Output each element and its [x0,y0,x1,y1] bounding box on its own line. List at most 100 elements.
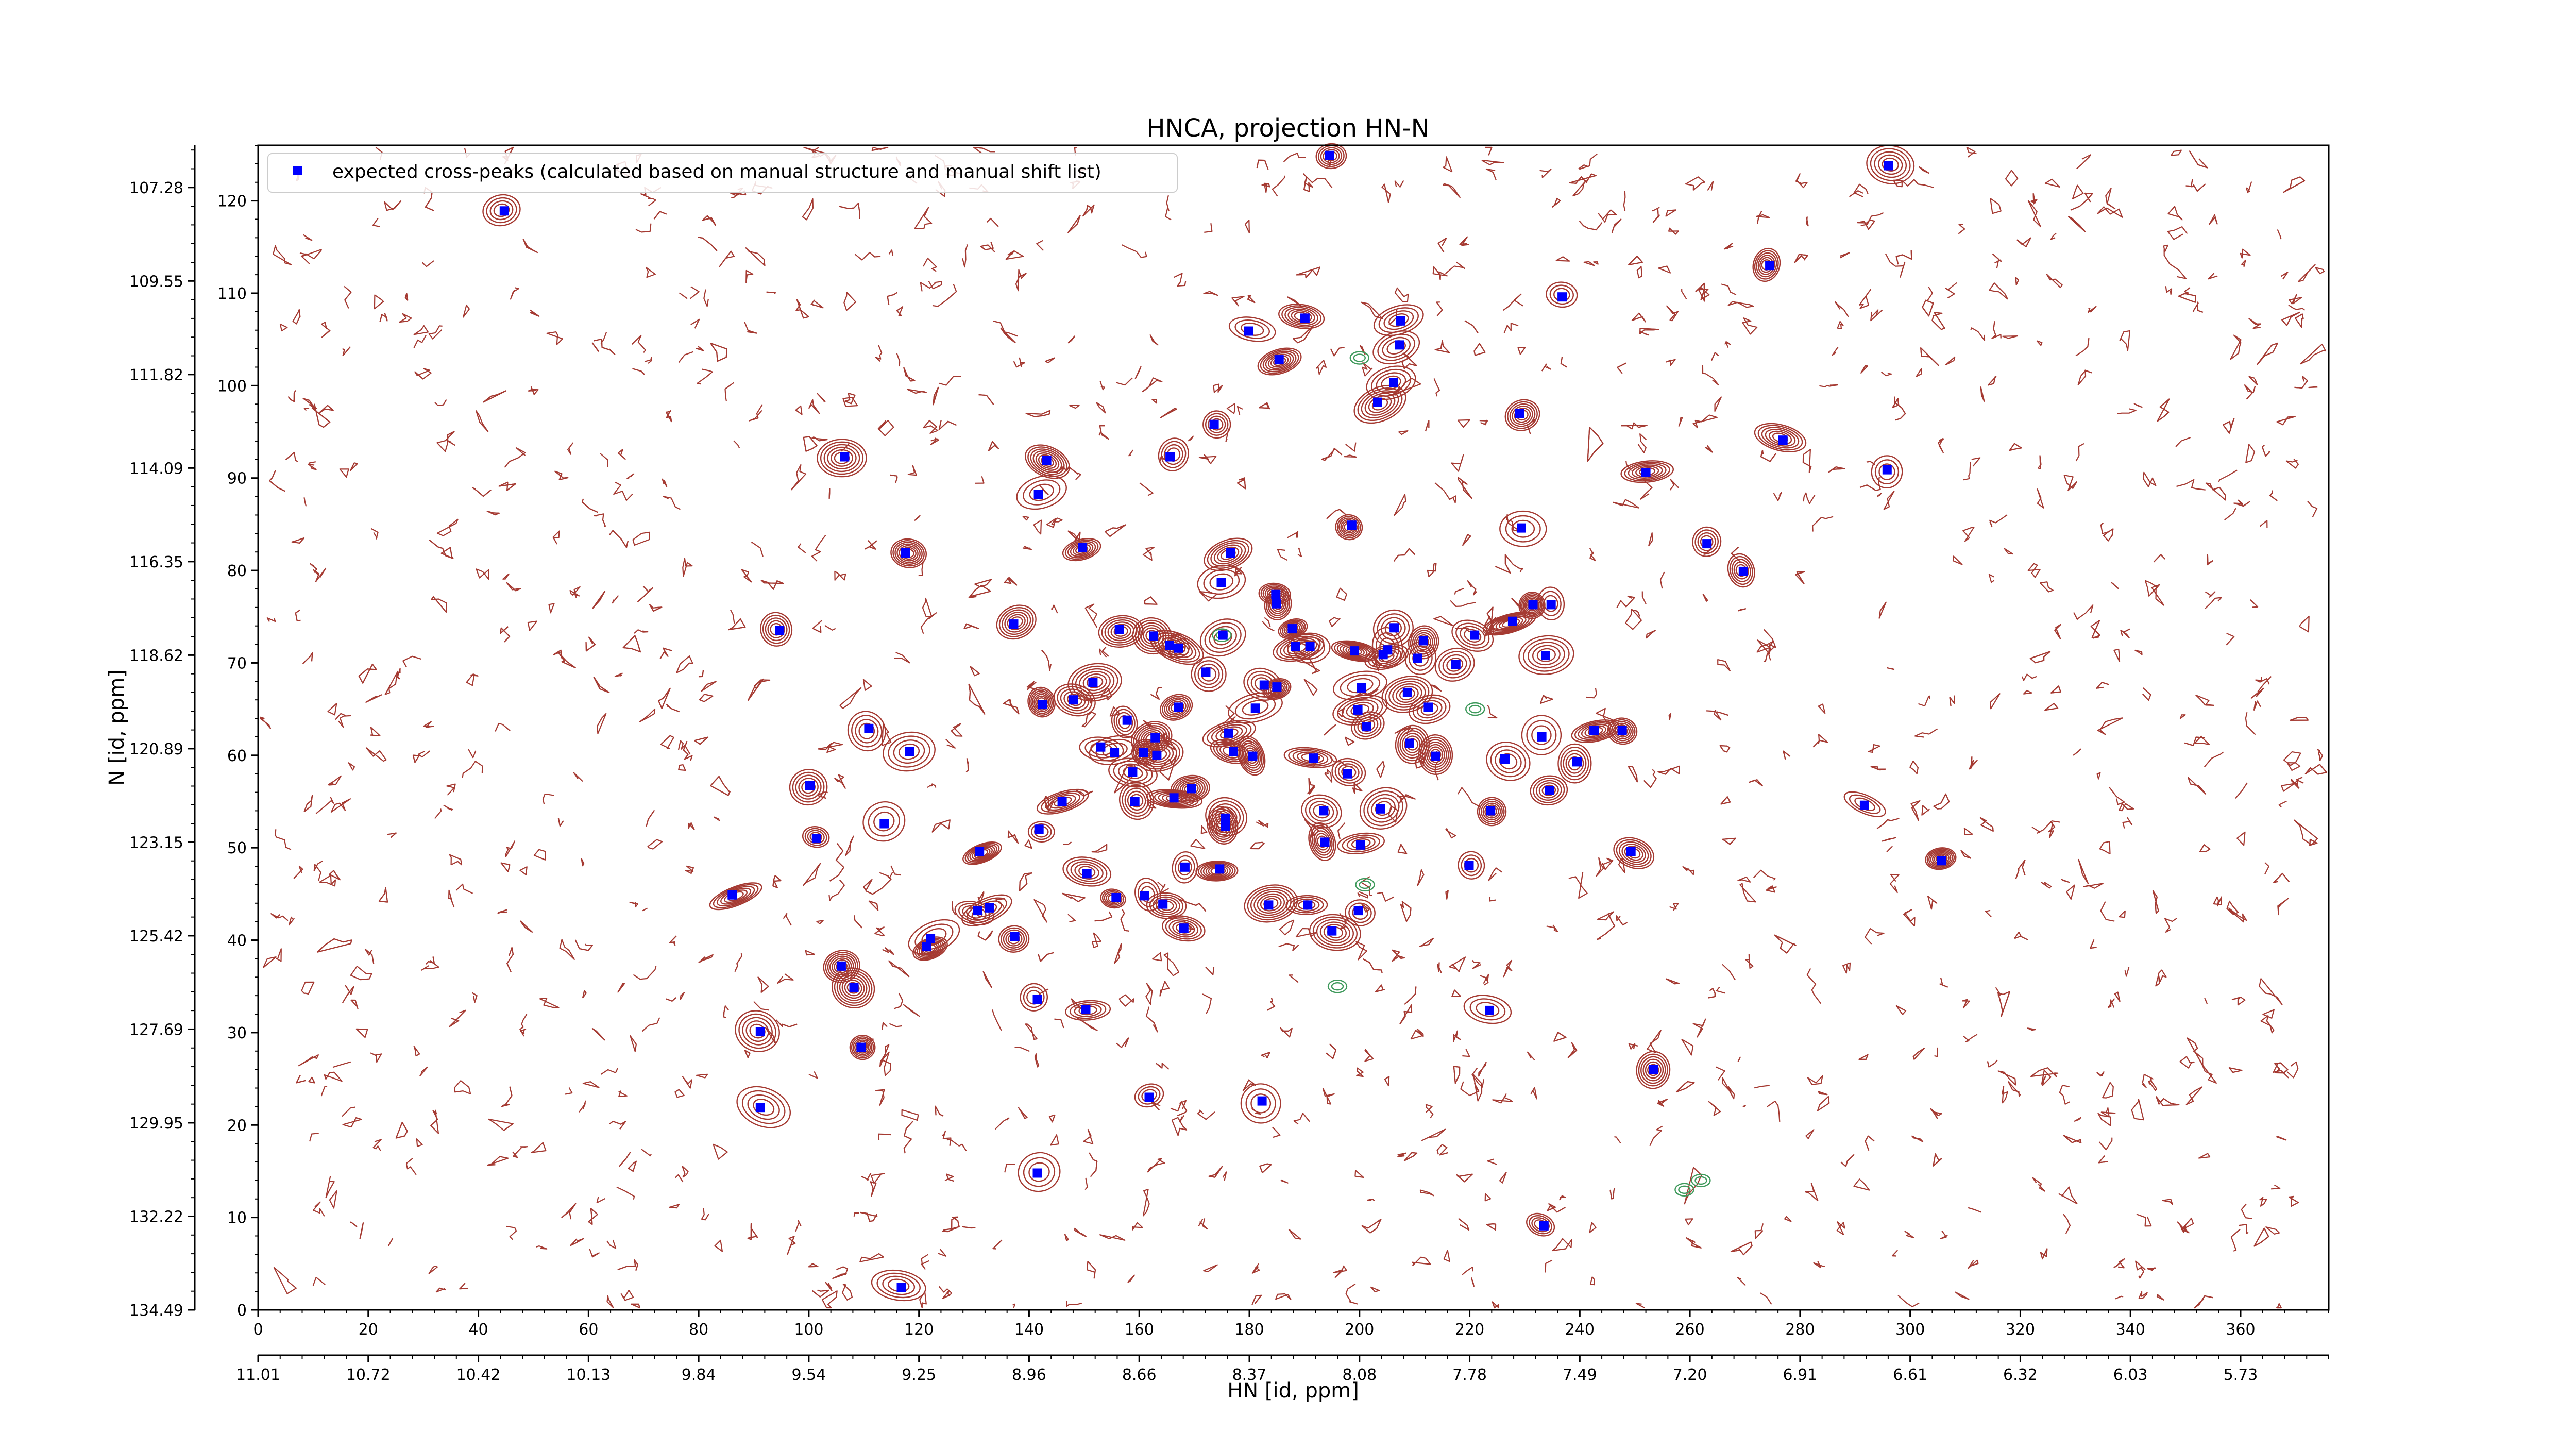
noise-contour [1877,493,1882,497]
noise-contour [2269,490,2278,501]
noise-contour [436,518,459,536]
noise-contour [703,289,709,307]
cross-peak-marker [1320,837,1330,847]
noise-contour [1132,1222,1143,1231]
peak-contour [1027,821,1055,843]
noise-contour [2138,1267,2144,1279]
noise-contour [733,440,740,449]
noise-contour [1517,347,1526,355]
noise-contour [1091,844,1108,853]
cross-peak-marker [1169,793,1179,803]
noise-contour [1293,325,1314,344]
cross-peak-marker [1572,757,1582,767]
cross-peak-marker [1088,678,1098,687]
noise-contour [500,862,511,872]
noise-contour [594,339,616,355]
plot-background [258,145,2329,1310]
noise-contour [1364,1049,1374,1062]
noise-contour [1739,883,1756,903]
y-ppm-axis: 134.49132.22129.95127.69125.42123.15120.… [129,145,196,1320]
noise-contour [1962,527,1975,542]
noise-contour [1742,317,1758,335]
noise-contour [923,258,937,272]
peak-contour [736,1086,791,1128]
noise-contour [1324,769,1333,783]
peak-contour [1060,688,1089,712]
noise-contour [1149,334,1159,346]
cross-peak-marker [1557,292,1567,302]
noise-contour [1421,1128,1446,1141]
peak-contour [1284,307,1318,326]
peak-contour [1414,632,1433,653]
peak-contour [1531,1217,1550,1233]
noise-contour [488,1118,514,1131]
peak-contour [868,806,900,837]
peak-contour [1312,828,1333,856]
noise-contour [1753,869,1776,881]
noise-contour [430,1109,439,1134]
noise-contour [710,343,727,362]
peak-contour [1315,143,1347,170]
cross-peak-marker [1174,643,1183,653]
noise-contour [413,334,427,348]
peak-contour [1647,1064,1659,1076]
noise-contour [579,1100,586,1113]
noise-contour [968,683,986,715]
peak-contour [1023,1157,1056,1187]
noise-contour [384,200,402,211]
peak-contour [1546,281,1578,308]
peak-contour [1336,516,1361,538]
noise-contour [2142,687,2151,701]
noise-contour [312,1276,326,1286]
peak-contour [1203,569,1240,595]
noise-contour [313,1201,325,1217]
noise-contour [1315,360,1327,375]
noise-contour [942,1227,957,1233]
y-tick-label: 90 [227,470,247,488]
peak-contour [1499,753,1518,770]
noise-contour [689,286,700,299]
cross-peak-marker [1272,682,1282,692]
noise-contour [2213,896,2222,907]
peak-contour [892,540,925,567]
noise-contour [1895,250,1912,265]
noise-contour [1818,1091,1828,1096]
peak-contour [1376,632,1400,663]
noise-contour [1063,841,1072,845]
noise-contour [1730,1241,1753,1255]
noise-contour [1949,695,1955,706]
peak-contour [747,1094,780,1120]
noise-contour [413,1046,420,1057]
noise-contour [1708,988,1716,999]
noise-contour [358,663,377,684]
noise-contour [1003,699,1020,715]
peak-contour [1287,632,1331,664]
peak-contour [858,722,875,739]
cross-peak-marker [975,847,985,856]
noise-contour [1199,1218,1208,1230]
noise-contour [301,981,315,995]
peak-contour [1323,924,1347,941]
peak-contour [1234,696,1276,720]
noise-contour [701,1208,709,1221]
y-ppm-tick-label: 116.35 [129,553,183,571]
noise-contour [263,956,277,968]
noise-contour [1892,1250,1899,1257]
noise-contour [986,217,999,227]
noise-contour [2096,682,2109,689]
noise-contour [663,496,681,510]
noise-contour [1481,160,1504,165]
noise-contour [553,649,563,660]
noise-contour [825,1282,833,1291]
noise-contour [1170,1101,1188,1117]
noise-contour [1918,695,1930,706]
cross-peak-marker [1765,261,1775,271]
noise-contour [1492,1093,1513,1104]
noise-contour [2241,1203,2253,1220]
noise-contour [342,1106,355,1117]
noise-contour [1675,1081,1695,1093]
noise-contour [1795,571,1805,584]
noise-contour [2109,786,2125,805]
noise-contour [1958,224,1965,234]
noise-contour [1014,1047,1030,1052]
